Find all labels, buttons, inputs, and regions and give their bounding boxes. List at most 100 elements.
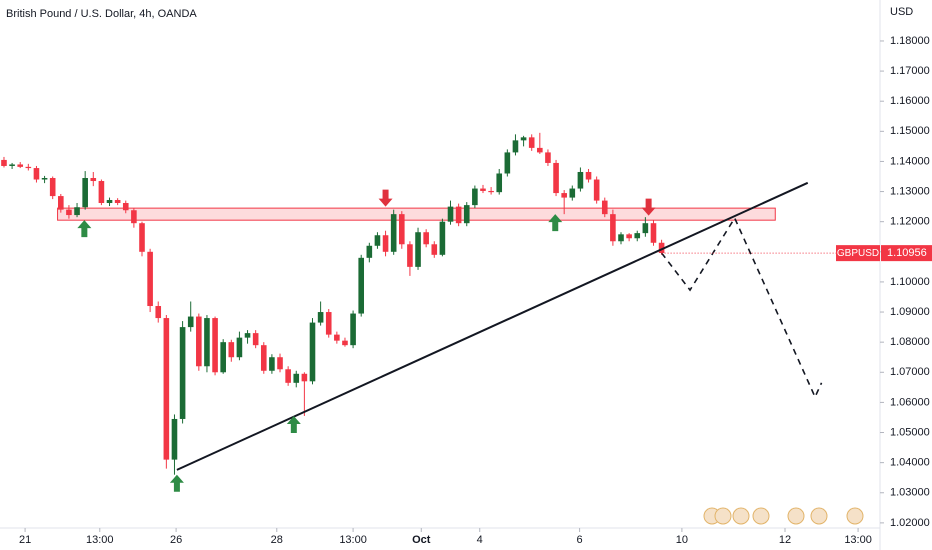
down-arrow <box>641 198 656 216</box>
projection-path <box>660 216 823 399</box>
candle-body <box>658 242 665 254</box>
candle-body <box>179 327 186 419</box>
candle-body <box>301 373 308 382</box>
candle-body <box>455 206 462 224</box>
candle-body <box>415 232 421 267</box>
x-tick-label: 13:00 <box>339 534 367 546</box>
x-tick-label: 13:00 <box>86 534 114 546</box>
candle-body <box>561 193 567 198</box>
x-tick-label: 12 <box>779 534 791 546</box>
candle-body <box>228 342 235 358</box>
candle-body <box>9 164 15 166</box>
candle-body <box>147 251 153 307</box>
candle-body <box>618 234 624 242</box>
x-tick-label: Oct <box>412 534 431 546</box>
candle-body <box>585 171 592 180</box>
candle-body <box>269 357 275 371</box>
x-tick-label: 10 <box>676 534 688 546</box>
candle-body <box>309 322 316 382</box>
candle-body <box>236 337 243 358</box>
candle-body <box>366 245 373 258</box>
candle-body <box>285 369 291 383</box>
candle-body <box>520 137 527 141</box>
y-tick-label: 1.13000 <box>890 185 930 197</box>
y-tick-label: 1.17000 <box>890 65 930 77</box>
y-tick-label: 1.04000 <box>890 457 930 469</box>
candle-body <box>220 342 226 373</box>
candle-body <box>90 178 97 182</box>
candle-body <box>139 223 145 252</box>
candle-body <box>187 316 194 328</box>
candle-body <box>447 206 454 222</box>
y-tick-label: 1.03000 <box>890 487 930 499</box>
candle-body <box>650 223 657 243</box>
candle-body <box>74 207 80 216</box>
y-tick-label: 1.12000 <box>890 216 930 228</box>
candle-body <box>17 164 24 167</box>
candle-body <box>634 233 641 239</box>
up-arrow <box>77 220 92 238</box>
candle-body <box>545 152 551 163</box>
candle-body <box>350 313 356 346</box>
candle-body <box>293 373 300 383</box>
candle-body <box>601 200 608 215</box>
candle-body <box>358 257 365 314</box>
candle-body <box>1 159 7 166</box>
candle-body <box>49 178 56 197</box>
y-tick-label: 1.15000 <box>890 125 930 137</box>
candle-body <box>277 357 283 370</box>
y-tick-label: 1.02000 <box>890 517 930 529</box>
candle-body <box>25 166 32 169</box>
x-tick-label: 6 <box>577 534 583 546</box>
candle-body <box>528 137 535 148</box>
candle-body <box>244 333 251 338</box>
candle-body <box>537 147 543 153</box>
y-tick-label: 1.14000 <box>890 155 930 167</box>
candle-body <box>252 333 259 346</box>
x-tick-label: 13:00 <box>844 534 872 546</box>
axis-unit: USD <box>890 6 913 18</box>
candle-body <box>496 173 503 193</box>
candle-body <box>163 318 170 460</box>
candle-body <box>82 178 88 208</box>
candle-body <box>480 188 486 191</box>
candle-body <box>114 199 121 204</box>
y-tick-label: 1.05000 <box>890 426 930 438</box>
down-arrow <box>378 189 393 207</box>
last-price-badge <box>881 245 932 262</box>
candle-body <box>41 178 48 180</box>
candle-body <box>196 316 202 367</box>
candle-body <box>106 199 113 204</box>
candle-body <box>382 235 389 252</box>
candle-body <box>155 306 162 319</box>
x-tick-label: 26 <box>170 534 182 546</box>
up-arrow <box>286 415 301 433</box>
candle-body <box>488 190 494 193</box>
candle-body <box>260 345 267 371</box>
candle-body <box>33 168 40 180</box>
candle-body <box>390 214 397 252</box>
chart-title: British Pound / U.S. Dollar, 4h, OANDA <box>6 8 197 20</box>
candle-body <box>610 214 616 242</box>
symbol-label: GBPUSD <box>837 248 879 259</box>
candle-body <box>325 312 332 335</box>
candle-body <box>472 188 478 206</box>
candle-body <box>58 196 64 210</box>
candle-body <box>204 318 210 367</box>
candle-body <box>131 210 137 224</box>
y-tick-label: 1.06000 <box>890 396 930 408</box>
candle-body <box>423 232 429 245</box>
candle-body <box>334 334 340 341</box>
candle-body <box>317 312 324 323</box>
candle-body <box>439 221 446 255</box>
x-tick-label: 4 <box>477 534 483 546</box>
candle-body <box>399 214 405 245</box>
candle-body <box>626 234 632 239</box>
candle-body <box>504 152 511 174</box>
candle-body <box>374 235 381 246</box>
x-tick-label: 21 <box>19 534 31 546</box>
y-tick-label: 1.10000 <box>890 276 930 288</box>
x-tick-label: 28 <box>271 534 283 546</box>
